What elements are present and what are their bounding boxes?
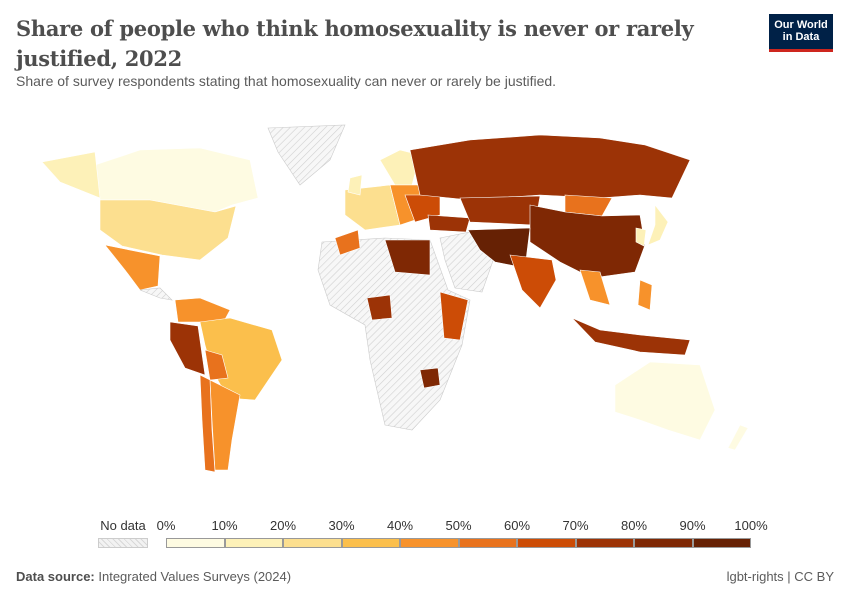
country-japan[interactable] — [647, 204, 669, 246]
legend-bin-swatch[interactable] — [341, 538, 400, 548]
chart-title: Share of people who think homosexuality … — [16, 16, 694, 71]
footer-license[interactable]: lgbt-rights | CC BY — [726, 569, 834, 584]
legend-bin-swatch[interactable] — [458, 538, 517, 548]
country-bolivia[interactable] — [204, 349, 229, 381]
legend-no-data-swatch[interactable] — [98, 538, 148, 548]
legend-tick-label: 10% — [211, 518, 238, 533]
legend-tick-label: 40% — [386, 518, 414, 533]
country-russia[interactable] — [409, 134, 691, 201]
legend-bin-swatch[interactable] — [692, 538, 751, 548]
country-new-zealand[interactable] — [727, 424, 749, 451]
country-kazakhstan[interactable] — [459, 195, 541, 226]
country-zimbabwe[interactable] — [419, 367, 441, 389]
legend-bin-swatch[interactable] — [517, 538, 576, 548]
legend-tick-label: 90% — [679, 518, 706, 533]
country-central-america[interactable] — [139, 287, 173, 301]
country-philippines[interactable] — [637, 279, 653, 311]
legend-tick-label: 100% — [734, 518, 768, 533]
legend-tick-label: 80% — [620, 518, 648, 533]
owid-logo[interactable]: Our World in Data — [769, 14, 833, 52]
country-uk[interactable] — [347, 174, 363, 196]
country-mexico[interactable] — [104, 244, 161, 291]
country-southeast-asia[interactable] — [579, 269, 611, 306]
country-greenland[interactable] — [267, 124, 346, 186]
legend-no-data-label: No data — [100, 518, 146, 533]
footer-source: Data source: Integrated Values Surveys (… — [16, 569, 291, 584]
world-map — [41, 124, 749, 473]
legend-bin-swatch[interactable] — [283, 538, 342, 548]
legend-tick-label: 0% — [156, 518, 176, 533]
country-argentina[interactable] — [209, 379, 241, 471]
country-turkey[interactable] — [427, 214, 471, 233]
country-korea[interactable] — [635, 227, 647, 247]
country-australia[interactable] — [614, 361, 716, 441]
country-western-europe[interactable] — [344, 184, 401, 231]
country-chile[interactable] — [199, 374, 216, 473]
legend-bin-swatch[interactable] — [166, 538, 225, 548]
country-alaska[interactable] — [41, 151, 101, 199]
country-ethiopia-kenya[interactable] — [439, 291, 469, 341]
country-india[interactable] — [509, 254, 557, 309]
legend-tick-label: 30% — [328, 518, 355, 533]
country-libya[interactable] — [384, 239, 431, 276]
country-indonesia[interactable] — [571, 317, 691, 356]
legend-bin-swatch[interactable] — [400, 538, 459, 548]
country-usa[interactable] — [99, 199, 237, 261]
source-label: Data source: — [16, 569, 95, 584]
legend-tick-label: 70% — [562, 518, 589, 533]
legend-bin-swatch[interactable] — [634, 538, 693, 548]
legend-bin-swatch[interactable] — [224, 538, 283, 548]
country-china[interactable] — [529, 204, 646, 279]
legend-tick-label: 50% — [445, 518, 472, 533]
source-link[interactable]: Integrated Values Surveys (2024) — [98, 569, 292, 584]
legend-bin-swatch[interactable] — [575, 538, 634, 548]
legend-tick-label: 20% — [269, 518, 297, 533]
country-morocco[interactable] — [334, 229, 361, 256]
country-nigeria[interactable] — [366, 294, 393, 321]
country-peru[interactable] — [169, 321, 206, 376]
chart-subtitle: Share of survey respondents stating that… — [16, 73, 557, 89]
legend-tick-label: 60% — [503, 518, 531, 533]
